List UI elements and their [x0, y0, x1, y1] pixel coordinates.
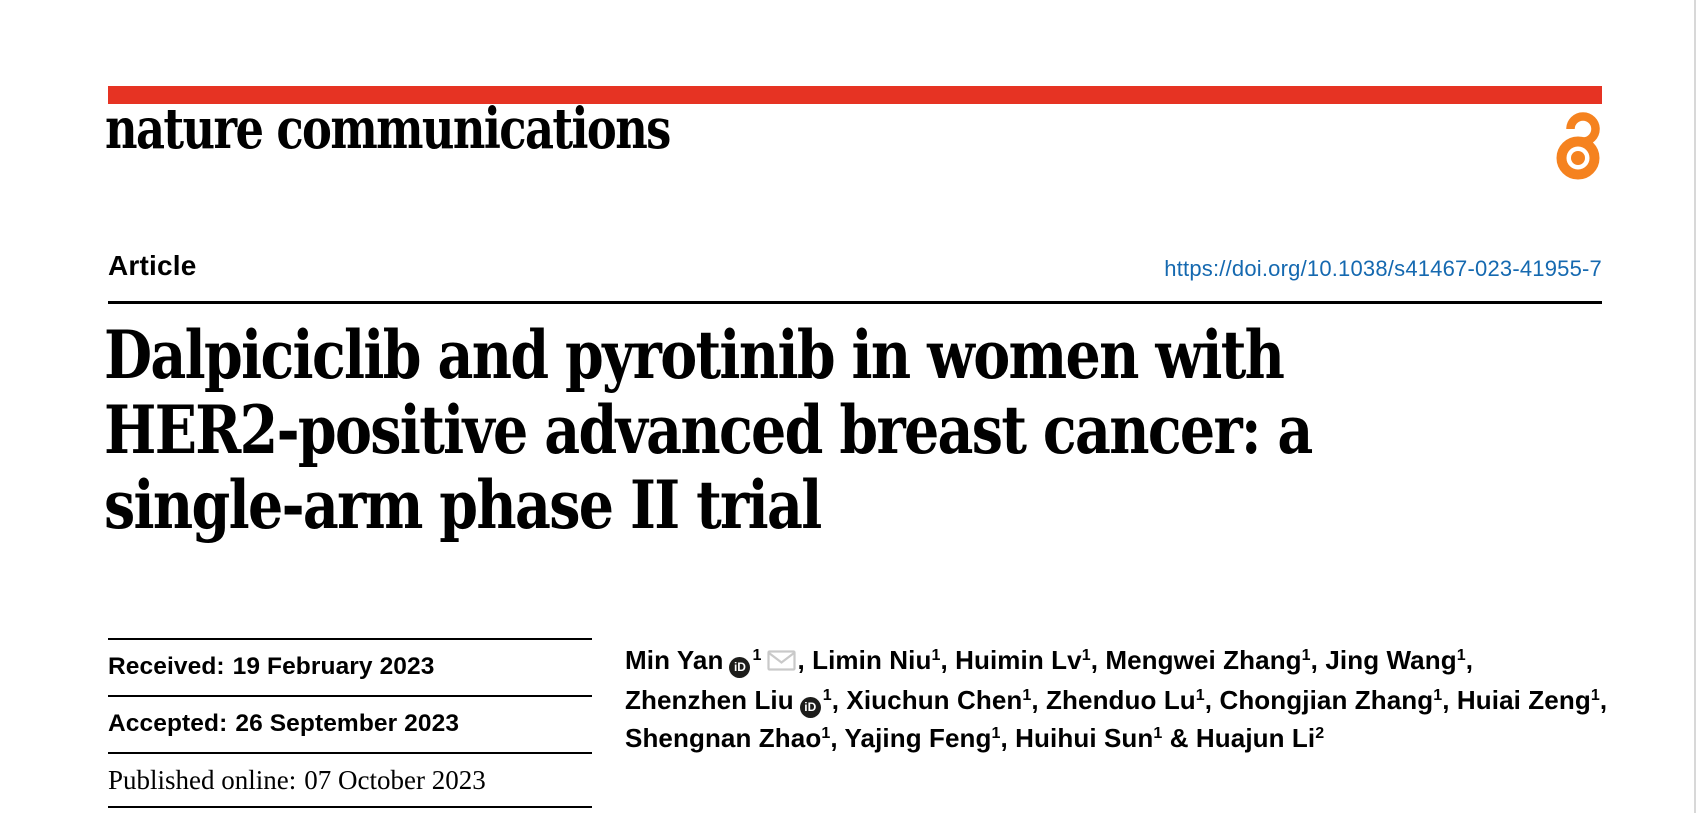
author: Zhenzhen Liu iD1,	[625, 685, 846, 718]
author-line-3: Shengnan Zhao1, Yajing Feng1, Huihui Sun…	[625, 719, 1625, 757]
author: Xiuchun Chen1,	[846, 685, 1047, 715]
author-line-2: Zhenzhen Liu iD1, Xiuchun Chen1, Zhenduo …	[625, 681, 1625, 719]
open-access-lock-icon	[1556, 108, 1602, 180]
author: Yajing Feng1,	[844, 723, 1016, 753]
author-line-1: Min Yan iD1, Limin Niu1, Huimin Lv1, Meng…	[625, 641, 1625, 681]
header-rule	[108, 301, 1602, 304]
page-edge-line	[1694, 0, 1696, 813]
author: Zhenduo Lu1,	[1046, 685, 1220, 715]
kicker-row: Article https://doi.org/10.1038/s41467-0…	[108, 238, 1602, 282]
published-date: 07 October 2023	[304, 765, 486, 795]
author: Huajun Li2	[1195, 723, 1325, 753]
author: Huimin Lv1,	[955, 645, 1106, 675]
author: Huiai Zeng1,	[1456, 685, 1608, 715]
accepted-label: Accepted:	[108, 710, 228, 737]
author: Shengnan Zhao1,	[625, 723, 845, 753]
author: Chongjian Zhang1,	[1219, 685, 1457, 715]
received-row: Received: 19 February 2023	[108, 638, 592, 695]
received-label: Received:	[108, 653, 225, 680]
doi-link[interactable]: https://doi.org/10.1038/s41467-023-41955…	[1164, 256, 1602, 281]
publication-history: Received: 19 February 2023 Accepted: 26 Se…	[108, 638, 592, 808]
author: Jing Wang1,	[1325, 645, 1474, 675]
envelope-icon[interactable]	[767, 643, 797, 681]
brand-bar	[108, 86, 1602, 104]
title-line-2: HER2-positive advanced breast cancer: a	[104, 391, 1313, 469]
author-list: Min Yan iD1, Limin Niu1, Huimin Lv1, Meng…	[625, 641, 1625, 757]
orcid-id-icon[interactable]: iD	[729, 656, 751, 678]
received-date: 19 February 2023	[232, 653, 435, 680]
published-label: Published online:	[108, 765, 297, 795]
author: Mengwei Zhang1,	[1105, 645, 1326, 675]
author: Min Yan iD1,	[625, 645, 812, 678]
journal-logo: nature communications	[105, 96, 671, 162]
orcid-id-icon[interactable]: iD	[799, 696, 821, 718]
accepted-date: 26 September 2023	[235, 710, 460, 737]
title-line-1: Dalpiciclib and pyrotinib in women with	[104, 316, 1285, 394]
article-title: Dalpiciclib and pyrotinib in women with …	[104, 318, 1542, 543]
accepted-row: Accepted: 26 September 2023	[108, 695, 592, 752]
author: Huihui Sun1 &	[1015, 723, 1196, 753]
author: Limin Niu1,	[812, 645, 956, 675]
article-type-label: Article	[108, 250, 197, 281]
title-line-3: single-arm phase II trial	[104, 466, 822, 544]
published-row: Published online: 07 October 2023	[108, 752, 592, 806]
